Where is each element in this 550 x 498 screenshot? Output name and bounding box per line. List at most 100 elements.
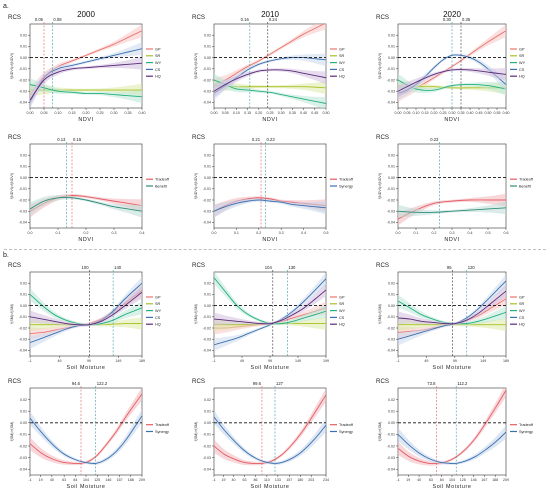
x-tick-label: -1 [212, 359, 215, 363]
y-axis-label: f(SM)=f(SM) [194, 422, 198, 442]
y-tick-label: 0.02 [204, 34, 211, 38]
x-tick-label: 188 [492, 478, 498, 482]
x-tick-label: 0.60 [503, 111, 510, 115]
series-line-benefit [398, 207, 506, 213]
y-tick-label: -0.02 [387, 326, 395, 330]
x-tick-label: 86 [253, 478, 257, 482]
confidence-band-wy [30, 78, 142, 104]
ref-line-label: 0.15 [73, 137, 82, 142]
x-tick-label: 0.4 [468, 231, 473, 235]
ref-line-label: 0.05 [35, 17, 44, 22]
legend-label: WY [519, 309, 526, 313]
y-tick-label: 0.02 [204, 282, 211, 286]
ref-line-label: 112.2 [457, 381, 468, 386]
y-tick-label: -0.04 [387, 101, 395, 105]
chart-svg: RCS 0.02 0.01 0.00 -0.01 -0.02 -0.03 -0.04 f(NDV… [376, 134, 534, 243]
x-tick-label: 0.20 [431, 111, 438, 115]
x-tick-label: 146 [471, 478, 477, 482]
y-tick-label: 0.01 [204, 45, 211, 49]
x-axis-label: Soil Moisture [433, 484, 472, 490]
confidence-band-cs [30, 276, 142, 349]
data-layer [30, 276, 142, 349]
y-tick-label: -0.01 [203, 315, 211, 319]
chart-svg: RCS 0.02 0.01 0.00 -0.01 -0.02 -0.03 -0.04 f(SM)… [8, 262, 162, 371]
y-tick-label: 0.00 [388, 421, 395, 425]
x-axis-label: Soil Moisture [251, 484, 290, 490]
y-tick-label: -0.04 [203, 468, 211, 472]
chart-panel-a2: RCS 2010 0.02 0.01 0.00 -0.01 -0.02 -0.03 -0.04 f… [188, 8, 368, 126]
y-tick-label: 0.00 [20, 304, 27, 308]
y-tick-label: -0.01 [203, 67, 211, 71]
x-tick-label: 0.45 [476, 111, 483, 115]
y-tick-label: -0.03 [19, 210, 27, 214]
y-tick-label: 0.02 [388, 398, 395, 402]
x-tick-label: 189 [139, 359, 145, 363]
legend-label: CS [155, 68, 161, 72]
y-tick-label: 0.00 [204, 304, 211, 308]
x-tick-label: 0.50 [485, 111, 492, 115]
legend-label: SR [519, 54, 525, 58]
chart-svg: RCS 0.02 0.01 0.00 -0.01 -0.02 -0.03 -0.04 f(NDV… [8, 134, 170, 243]
x-tick-label: 84 [73, 478, 77, 482]
y-tick-label: -0.03 [203, 90, 211, 94]
x-axis-label: NDVI [262, 117, 277, 123]
y-tick-label: -0.04 [387, 349, 395, 353]
x-tick-label: -1 [396, 478, 399, 482]
x-tick-label: 0.25 [267, 111, 274, 115]
legend-label: SR [339, 302, 345, 306]
x-tick-label: 49 [240, 359, 244, 363]
x-tick-label: 40 [50, 478, 54, 482]
x-tick-label: 0.40 [300, 111, 307, 115]
plot-frame [213, 143, 327, 229]
chart-title: 2010 [261, 10, 279, 19]
chart-panel-b4: RCS 0.02 0.01 0.00 -0.01 -0.02 -0.03 -0.04 f(SM)… [4, 372, 184, 493]
rcs-label: RCS [8, 262, 21, 269]
chart-panel-a3: RCS 2020 0.02 0.01 0.00 -0.01 -0.02 -0.03 -0.04 f… [372, 8, 548, 126]
ref-line-label: 0.35 [462, 17, 471, 22]
y-tick-label: 0.02 [20, 154, 27, 158]
chart-panel-b5: RCS 0.02 0.01 0.00 -0.01 -0.02 -0.03 -0.04 f(SM)… [188, 372, 368, 493]
y-tick-label: -0.03 [203, 456, 211, 460]
y-tick-label: -0.03 [387, 210, 395, 214]
chart-panel-b1: RCS 0.02 0.01 0.00 -0.01 -0.02 -0.03 -0.04 f(SM)… [4, 256, 184, 374]
data-layer [30, 193, 142, 218]
x-tick-label: 19 [222, 478, 226, 482]
legend-label: Synergy [155, 430, 169, 434]
y-axis-label: f(SM)=f(SM) [194, 304, 198, 324]
y-tick-label: -0.02 [203, 198, 211, 202]
legend-label: CS [339, 316, 345, 320]
y-tick-label: -0.04 [19, 349, 27, 353]
legend-label: HQ [519, 323, 525, 327]
y-tick-label: -0.04 [203, 349, 211, 353]
x-tick-label: 189 [503, 359, 509, 363]
x-tick-label: 0.20 [83, 111, 90, 115]
x-tick-label: 99 [268, 359, 272, 363]
series-line-synergy [398, 431, 506, 465]
chart-svg: RCS 0.02 0.01 0.00 -0.01 -0.02 -0.03 -0.04 f(SM)… [192, 262, 346, 371]
x-tick-label: 84 [440, 478, 444, 482]
y-tick-label: 0.00 [388, 56, 395, 60]
x-tick-label: 0.15 [422, 111, 429, 115]
legend-label: Benefit [155, 184, 168, 188]
ref-line-label: 0.23 [267, 137, 276, 142]
y-axis-label: f(NDVI)=f(NDVI) [194, 173, 198, 199]
legend-label: Tradeoff [339, 178, 354, 182]
confidence-band-hq [398, 284, 506, 326]
x-tick-label: 99 [87, 359, 91, 363]
plot-frame [213, 23, 327, 109]
x-axis-label: NDVI [262, 237, 277, 243]
x-tick-label: 0.45 [311, 111, 318, 115]
x-tick-label: 0.1 [56, 231, 61, 235]
x-tick-label: 0.35 [458, 111, 465, 115]
x-tick-label: 0.10 [233, 111, 240, 115]
data-layer [214, 196, 326, 218]
y-tick-label: 0.00 [20, 421, 27, 425]
y-tick-label: -0.04 [203, 101, 211, 105]
x-tick-label: 0.1 [234, 231, 239, 235]
legend-label: CS [519, 68, 525, 72]
legend-label: Synergy [339, 184, 353, 188]
confidence-band-sr [398, 80, 506, 95]
confidence-band-hq [30, 285, 142, 327]
chart-svg: RCS 0.02 0.01 0.00 -0.01 -0.02 -0.03 -0.04 f(SM)… [192, 378, 354, 490]
rcs-label: RCS [376, 378, 389, 385]
